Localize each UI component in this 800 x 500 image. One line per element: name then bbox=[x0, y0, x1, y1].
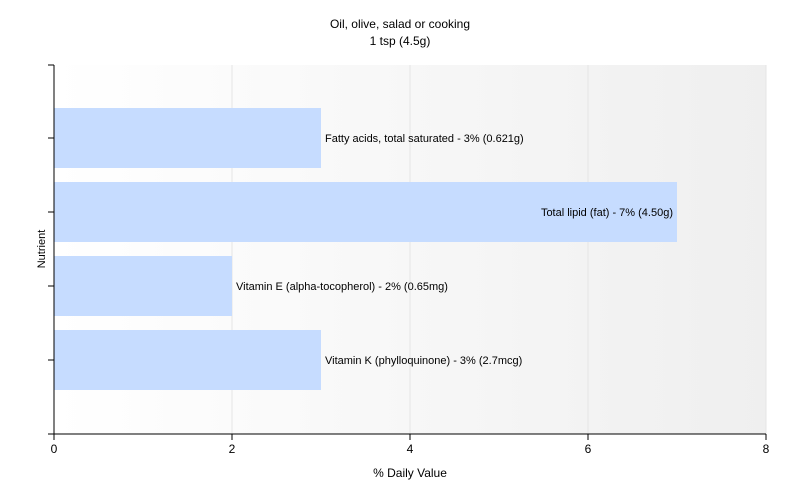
x-axis-label: % Daily Value bbox=[373, 466, 447, 480]
bar-data-label: Total lipid (fat) - 7% (4.50g) bbox=[541, 207, 673, 219]
bar bbox=[54, 256, 232, 316]
bar-data-label: Vitamin E (alpha-tocopherol) - 2% (0.65m… bbox=[236, 281, 448, 293]
x-tick-label: 6 bbox=[585, 442, 592, 456]
bar bbox=[54, 330, 321, 390]
bar bbox=[54, 108, 321, 168]
data-labels: Fatty acids, total saturated - 3% (0.621… bbox=[236, 133, 673, 367]
x-tick-label: 2 bbox=[229, 442, 236, 456]
bar bbox=[54, 182, 677, 242]
bar-data-label: Vitamin K (phylloquinone) - 3% (2.7mcg) bbox=[325, 355, 522, 367]
bar-data-label: Fatty acids, total saturated - 3% (0.621… bbox=[325, 133, 524, 145]
x-tick-label: 8 bbox=[763, 442, 770, 456]
bars bbox=[54, 108, 677, 390]
chart-subtitle: 1 tsp (4.5g) bbox=[370, 34, 431, 48]
x-tick-label: 4 bbox=[407, 442, 414, 456]
x-tick-label: 0 bbox=[51, 442, 58, 456]
y-axis-label: Nutrient bbox=[36, 230, 48, 269]
axes: 0 2 4 6 8 bbox=[48, 64, 770, 456]
chart-title: Oil, olive, salad or cooking bbox=[330, 17, 470, 31]
